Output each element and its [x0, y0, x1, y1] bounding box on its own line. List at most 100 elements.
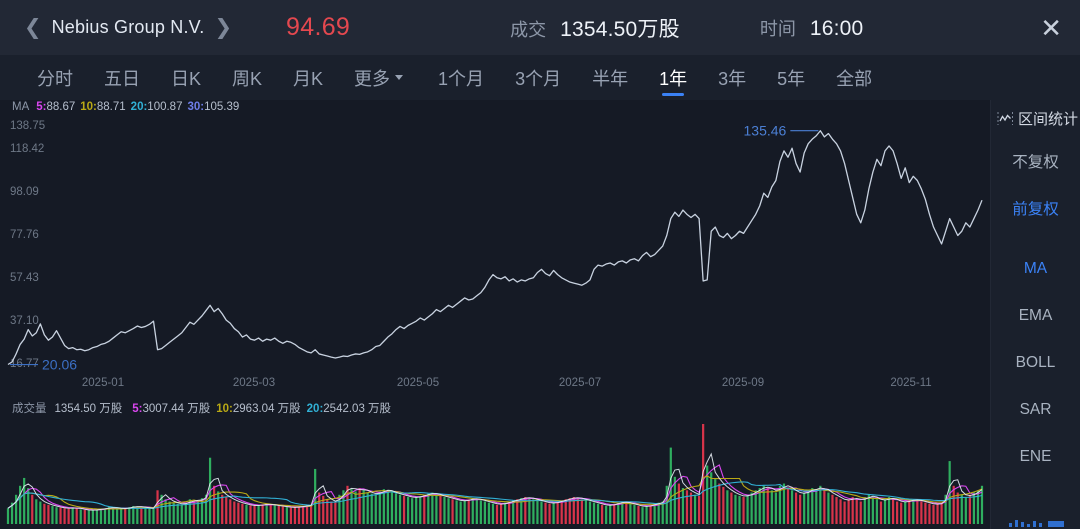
volume-bar: [277, 506, 280, 524]
volume-bar: [346, 485, 349, 524]
sidebar-item-ma[interactable]: MA: [991, 245, 1080, 292]
chevron-right-icon[interactable]: ❯: [214, 16, 233, 39]
volume-label: 成交: [510, 19, 547, 40]
range-stats-icon: [997, 111, 1014, 126]
volume-bar: [722, 486, 725, 524]
tab-月K[interactable]: 月K: [284, 55, 332, 100]
volume-bar: [617, 502, 620, 524]
volume-bar: [200, 498, 204, 524]
tab-label: 五日: [104, 68, 140, 89]
volume-bar: [774, 492, 777, 524]
tab-label: 周K: [232, 68, 263, 89]
tab-label: 更多: [354, 68, 391, 89]
period-tab-bar: 分时 五日 日K 周K 月K 更多 1个月 3个月 半年 1年 3年 5年 全部: [0, 55, 1080, 100]
volume-item-value: 3007.44 万股: [142, 403, 211, 415]
volume-bar: [362, 490, 365, 524]
ma-item-20: 20:100.87: [131, 101, 183, 113]
volume-bar: [310, 504, 313, 524]
sidebar-item-不复权[interactable]: 不复权: [991, 137, 1080, 184]
mini-bar: [1014, 520, 1018, 527]
close-icon[interactable]: ✕: [1040, 12, 1062, 43]
sidebar-item-前复权[interactable]: 前复权: [991, 184, 1080, 231]
tab-3年[interactable]: 3年: [709, 55, 755, 100]
tab-全部[interactable]: 全部: [827, 55, 881, 100]
volume-bar: [653, 503, 656, 524]
tab-分时[interactable]: 分时: [28, 55, 82, 100]
volume-bar: [605, 506, 608, 524]
volume-bar: [423, 494, 426, 524]
tab-label: 5年: [777, 68, 806, 89]
volume-bar: [900, 502, 903, 524]
volume-bar: [778, 485, 782, 524]
volume-bar: [447, 498, 450, 524]
ma-item-value: 105.39: [204, 101, 240, 113]
mini-bar: [1026, 524, 1030, 527]
volume-bar: [766, 488, 769, 524]
volume-bar: [588, 501, 592, 524]
volume-bar: [859, 501, 862, 524]
volume-legend-label: 成交量: [12, 403, 47, 415]
tab-周K[interactable]: 周K: [223, 55, 271, 100]
volume-bar: [47, 504, 50, 524]
volume-bar: [867, 494, 870, 524]
volume-bar: [213, 485, 216, 524]
volume-bar: [576, 498, 579, 524]
volume-bar: [770, 490, 773, 524]
y-tick-label: 57.43: [10, 272, 39, 284]
volume-bar: [95, 509, 99, 524]
sidebar-item-ene[interactable]: ENE: [991, 433, 1080, 480]
mini-volume-icon[interactable]: [991, 507, 1080, 529]
x-tick-label: 2025-05: [396, 377, 440, 389]
ma-item-30: 30:105.39: [187, 101, 239, 113]
volume-bar: [407, 497, 410, 524]
volume-bar: [35, 499, 38, 524]
volume-bar: [980, 485, 984, 524]
sidebar-item-boll[interactable]: BOLL: [991, 339, 1080, 386]
ma-item-10: 10:88.71: [80, 101, 125, 113]
mini-bar: [1032, 521, 1036, 527]
volume-bar: [976, 490, 980, 524]
volume-bar: [338, 494, 341, 524]
volume-bar: [843, 501, 846, 524]
tab-更多[interactable]: 更多: [345, 55, 412, 100]
volume-bar: [269, 504, 272, 524]
volume-bar: [633, 504, 636, 524]
tab-5年[interactable]: 5年: [768, 55, 814, 100]
range-stats-button[interactable]: 区间统计: [991, 100, 1080, 137]
volume-bar: [887, 497, 891, 524]
tab-label: 月K: [293, 68, 324, 89]
ma-item-value: 88.71: [96, 101, 126, 113]
tab-1个月[interactable]: 1个月: [429, 55, 493, 100]
volume-bar: [823, 490, 826, 524]
volume-bar: [568, 498, 571, 524]
tab-半年[interactable]: 半年: [583, 55, 637, 100]
price-line-chart: 135.46 20.06: [7, 123, 983, 373]
volume-bar: [697, 495, 701, 524]
price-x-axis: 2025-01 2025-03 2025-05 2025-07 2025-09 2025-…: [0, 377, 990, 397]
volume-bar: [59, 507, 62, 524]
volume-bar: [249, 505, 252, 524]
tab-3个月[interactable]: 3个月: [506, 55, 570, 100]
volume-bar: [665, 485, 668, 524]
sidebar-item-label: EMA: [1018, 306, 1053, 324]
volume-bar: [572, 497, 575, 524]
ma-item-key: 10:: [80, 101, 97, 113]
chevron-left-icon[interactable]: ❮: [24, 16, 42, 39]
volume-bar: [334, 502, 337, 524]
volume-bar: [229, 499, 232, 524]
volume-bar: [75, 508, 78, 524]
sidebar-item-sar[interactable]: SAR: [991, 386, 1080, 433]
tab-日K[interactable]: 日K: [162, 55, 210, 100]
y-tick-label: 118.42: [10, 143, 45, 155]
tab-1年[interactable]: 1年: [650, 55, 696, 100]
tab-五日[interactable]: 五日: [95, 55, 149, 100]
sidebar-item-ema[interactable]: EMA: [991, 292, 1080, 339]
volume-bar: [516, 499, 519, 524]
volume-bar: [790, 490, 794, 524]
y-tick-label: 138.75: [10, 120, 46, 132]
volume-bar: [819, 485, 822, 524]
volume-bar: [871, 497, 874, 524]
volume-bar: [689, 492, 693, 524]
volume-bar: [504, 502, 507, 524]
volume-bar: [782, 483, 786, 524]
